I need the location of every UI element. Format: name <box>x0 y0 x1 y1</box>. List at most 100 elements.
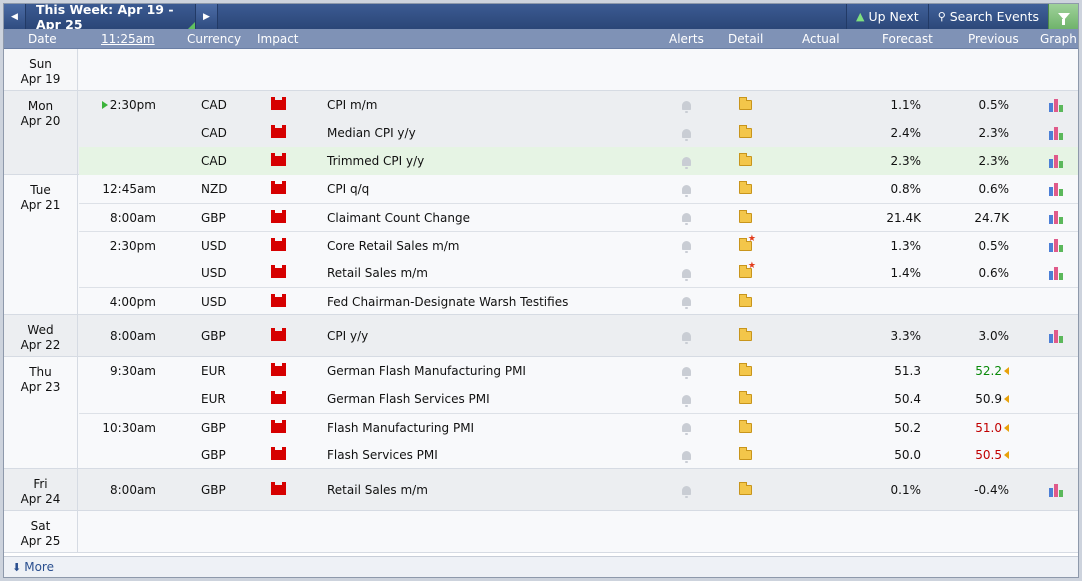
impact-cell[interactable] <box>271 147 286 175</box>
detail-cell[interactable] <box>739 385 752 413</box>
event-name[interactable]: CPI q/q <box>327 182 370 196</box>
event-row[interactable]: GBP Flash Services PMI 50.0 50.5 <box>79 441 1078 469</box>
graph-cell[interactable] <box>1049 232 1064 259</box>
revision-arrow-icon[interactable] <box>1004 367 1009 375</box>
impact-cell[interactable] <box>271 259 286 287</box>
alert-cell[interactable] <box>682 147 691 175</box>
event-name[interactable]: Core Retail Sales m/m <box>327 238 460 253</box>
impact-cell[interactable] <box>271 414 286 441</box>
impact-cell[interactable] <box>271 91 286 119</box>
revision-arrow-icon[interactable] <box>1004 451 1009 459</box>
impact-cell[interactable] <box>271 469 286 511</box>
impact-cell[interactable] <box>271 385 286 413</box>
alert-cell[interactable] <box>682 315 691 357</box>
event-name[interactable]: German Flash Services PMI <box>327 392 490 406</box>
impact-cell[interactable] <box>271 175 286 203</box>
graph-cell[interactable] <box>1049 469 1064 511</box>
alert-cell[interactable] <box>682 259 691 287</box>
event-row[interactable]: 12:45am NZD CPI q/q 0.8% 0.6% <box>79 175 1078 203</box>
event-name[interactable]: Trimmed CPI y/y <box>327 154 425 168</box>
previous-value: 0.6% <box>978 266 1010 280</box>
event-row[interactable]: 2:30pm CAD CPI m/m 1.1% 0.5% <box>79 91 1078 119</box>
alert-cell[interactable] <box>682 232 691 259</box>
prev-week-button[interactable]: ◀ <box>4 4 26 29</box>
event-name[interactable]: Retail Sales m/m <box>327 266 428 280</box>
detail-cell[interactable] <box>739 315 752 357</box>
event-name[interactable]: Median CPI y/y <box>327 126 416 140</box>
alert-cell[interactable] <box>682 204 691 231</box>
event-name[interactable]: Retail Sales m/m <box>327 483 428 497</box>
filter-button[interactable] <box>1048 4 1078 29</box>
event-name[interactable]: Claimant Count Change <box>327 210 470 225</box>
event-currency: EUR <box>201 364 226 378</box>
impact-cell[interactable] <box>271 204 286 231</box>
impact-cell[interactable] <box>271 357 286 385</box>
alert-cell[interactable] <box>682 175 691 203</box>
alert-cell[interactable] <box>682 414 691 441</box>
event-row[interactable]: 2:30pm USD Core Retail Sales m/m ★ 1.3% 0.5% <box>79 231 1078 259</box>
event-row[interactable]: 4:00pm USD Fed Chairman-Designate Warsh Te… <box>79 287 1078 315</box>
bell-icon <box>682 394 691 407</box>
alert-cell[interactable] <box>682 91 691 119</box>
alert-cell[interactable] <box>682 469 691 511</box>
more-link[interactable]: ⬇ More <box>4 556 1078 577</box>
event-row[interactable]: 8:00am GBP CPI y/y 3.3% 3.0% <box>79 315 1078 357</box>
graph-cell[interactable] <box>1049 119 1064 147</box>
alert-cell[interactable] <box>682 288 691 315</box>
detail-cell[interactable]: ★ <box>739 259 756 287</box>
graph-cell[interactable] <box>1049 204 1064 231</box>
detail-cell[interactable] <box>739 91 752 119</box>
event-name[interactable]: German Flash Manufacturing PMI <box>327 364 526 378</box>
next-week-button[interactable]: ▶ <box>196 4 218 29</box>
alert-cell[interactable] <box>682 441 691 469</box>
detail-cell[interactable] <box>739 204 752 231</box>
event-name[interactable]: Flash Services PMI <box>327 448 438 462</box>
detail-cell[interactable] <box>739 119 752 147</box>
detail-cell[interactable] <box>739 441 752 469</box>
event-row[interactable]: 8:00am GBP Claimant Count Change 21.4K 24.7K <box>79 203 1078 231</box>
revision-arrow-icon[interactable] <box>1004 423 1009 432</box>
event-time <box>79 259 184 287</box>
up-next-button[interactable]: ▲ Up Next <box>846 4 928 29</box>
alert-cell[interactable] <box>682 119 691 147</box>
detail-cell[interactable] <box>739 414 752 441</box>
graph-cell[interactable] <box>1049 91 1064 119</box>
event-row[interactable]: USD Retail Sales m/m ★ 1.4% 0.6% <box>79 259 1078 287</box>
event-row[interactable]: 8:00am GBP Retail Sales m/m 0.1% -0.4% <box>79 469 1078 511</box>
event-time-label: 9:30am <box>110 364 156 378</box>
event-name[interactable]: CPI m/m <box>327 98 378 112</box>
search-events-button[interactable]: ⚲ Search Events <box>927 4 1048 29</box>
event-name[interactable]: CPI y/y <box>327 329 369 343</box>
graph-cell[interactable] <box>1049 147 1064 175</box>
graph-cell[interactable] <box>1049 175 1064 203</box>
event-row[interactable]: EUR German Flash Services PMI 50.4 50.9 <box>79 385 1078 413</box>
event-row[interactable]: CAD Trimmed CPI y/y 2.3% 2.3% <box>79 147 1078 175</box>
detail-cell[interactable] <box>739 469 752 511</box>
week-title[interactable]: This Week: Apr 19 - Apr 25 <box>26 2 196 32</box>
detail-cell[interactable]: ★ <box>739 232 756 259</box>
graph-cell[interactable] <box>1049 315 1064 357</box>
detail-cell[interactable] <box>739 147 752 175</box>
event-name[interactable]: Fed Chairman-Designate Warsh Testifies <box>327 294 569 309</box>
event-row[interactable]: CAD Median CPI y/y 2.4% 2.3% <box>79 119 1078 147</box>
impact-cell[interactable] <box>271 232 286 259</box>
event-row[interactable]: 10:30am GBP Flash Manufacturing PMI 50.2 51.… <box>79 413 1078 441</box>
impact-cell[interactable] <box>271 119 286 147</box>
revision-arrow-icon[interactable] <box>1004 395 1009 403</box>
detail-cell[interactable] <box>739 175 752 203</box>
funnel-icon <box>1057 13 1070 25</box>
col-time-current[interactable]: 11:25am <box>101 31 155 46</box>
day-date: Apr 20 <box>20 114 61 128</box>
detail-cell[interactable] <box>739 357 752 385</box>
event-forecast: 0.8% <box>890 182 922 196</box>
detail-cell[interactable] <box>739 288 752 315</box>
impact-cell[interactable] <box>271 315 286 357</box>
graph-cell[interactable] <box>1049 259 1064 287</box>
alert-cell[interactable] <box>682 385 691 413</box>
impact-cell[interactable] <box>271 441 286 469</box>
event-row[interactable]: 9:30am EUR German Flash Manufacturing PMI 5… <box>79 357 1078 385</box>
impact-cell[interactable] <box>271 288 286 315</box>
event-name[interactable]: Flash Manufacturing PMI <box>327 420 475 435</box>
alert-cell[interactable] <box>682 357 691 385</box>
event-time-label: 8:00am <box>110 329 156 343</box>
